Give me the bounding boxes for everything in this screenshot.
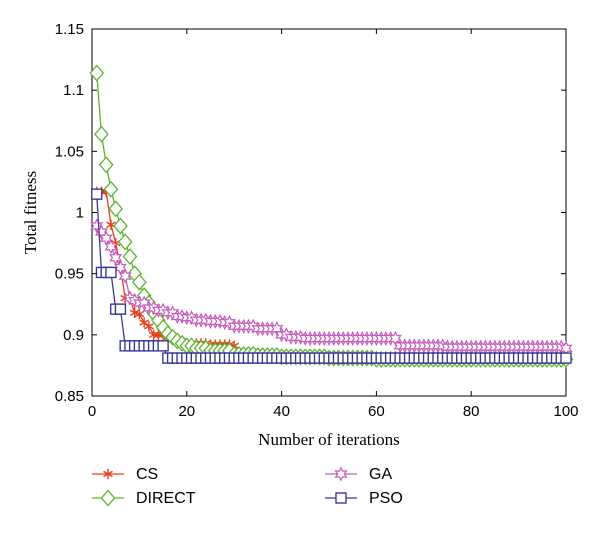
x-tick-label: 0: [88, 403, 96, 420]
legend-label: PSO: [369, 490, 403, 507]
series-pso: [91, 188, 572, 364]
series-direct: [89, 64, 574, 368]
legend-marker: [334, 466, 348, 482]
y-tick-label: 1.1: [63, 82, 84, 99]
data-point: [103, 180, 119, 198]
legend-item: CS: [92, 466, 158, 483]
data-point: [104, 239, 118, 255]
data-point: [113, 217, 128, 235]
data-point: [89, 64, 105, 82]
data-point: [144, 321, 154, 332]
legend-label: DIRECT: [136, 490, 196, 507]
series-ga: [90, 218, 573, 356]
data-point: [270, 321, 284, 337]
plot-area: [89, 28, 574, 397]
data-point: [118, 268, 132, 284]
data-point: [90, 218, 104, 234]
y-axis-title: Total fitness: [21, 171, 40, 254]
legend-item: DIRECT: [92, 489, 196, 507]
legend-item: GA: [325, 466, 392, 483]
y-tick-label: 1.15: [55, 21, 84, 38]
legend-marker: [103, 468, 113, 480]
data-point: [157, 340, 169, 352]
legend-label: CS: [136, 466, 158, 483]
x-tick-label: 60: [368, 403, 385, 420]
data-point: [94, 224, 109, 240]
legend-item: PSO: [325, 490, 403, 507]
legend-marker: [335, 492, 347, 504]
data-point: [114, 303, 127, 315]
series-layer: [89, 64, 574, 368]
x-tick-label: 100: [553, 403, 578, 420]
legend: CS DIRECT GA PSO: [92, 466, 403, 507]
y-axis-ticks: 0.85 0.9 0.95 1 1.05 1.1 1.15: [55, 21, 566, 405]
y-tick-label: 0.85: [55, 388, 84, 405]
x-axis-title: Number of iterations: [258, 430, 400, 449]
data-point: [122, 248, 138, 266]
data-point: [108, 200, 124, 218]
data-point: [91, 188, 103, 200]
data-point: [98, 156, 114, 174]
data-point: [139, 317, 149, 328]
x-tick-label: 80: [463, 403, 480, 420]
data-point: [105, 266, 117, 279]
y-tick-label: 0.95: [55, 266, 84, 283]
y-tick-label: 1.05: [55, 143, 84, 160]
legend-label: GA: [369, 466, 392, 483]
data-point: [117, 233, 133, 251]
data-point: [94, 125, 109, 143]
data-point: [132, 273, 147, 291]
legend-marker: [100, 489, 116, 507]
y-tick-label: 0.9: [63, 327, 84, 344]
y-tick-label: 1: [76, 205, 84, 222]
x-tick-label: 20: [178, 403, 195, 420]
x-axis-ticks: 0 20 40 60 80 100: [88, 29, 579, 420]
x-tick-label: 40: [273, 403, 290, 420]
data-point: [560, 352, 572, 364]
